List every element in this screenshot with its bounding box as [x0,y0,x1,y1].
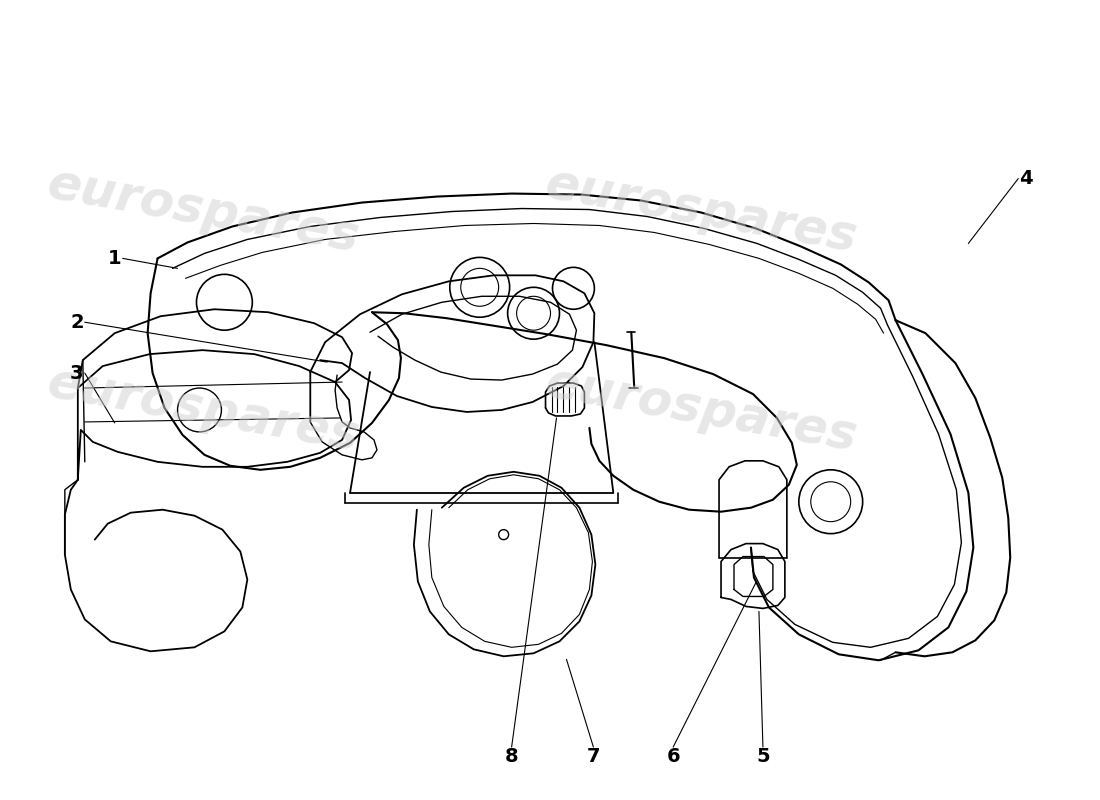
Text: eurospares: eurospares [541,159,861,262]
Text: eurospares: eurospares [43,159,362,262]
Text: 1: 1 [108,249,121,268]
Text: 3: 3 [70,363,84,382]
Text: eurospares: eurospares [541,359,861,461]
Text: 7: 7 [586,746,601,766]
Text: 6: 6 [667,746,680,766]
Text: eurospares: eurospares [43,359,362,461]
Text: 5: 5 [756,746,770,766]
Text: 2: 2 [70,313,84,332]
Text: 8: 8 [505,746,518,766]
Text: 4: 4 [1020,169,1033,188]
